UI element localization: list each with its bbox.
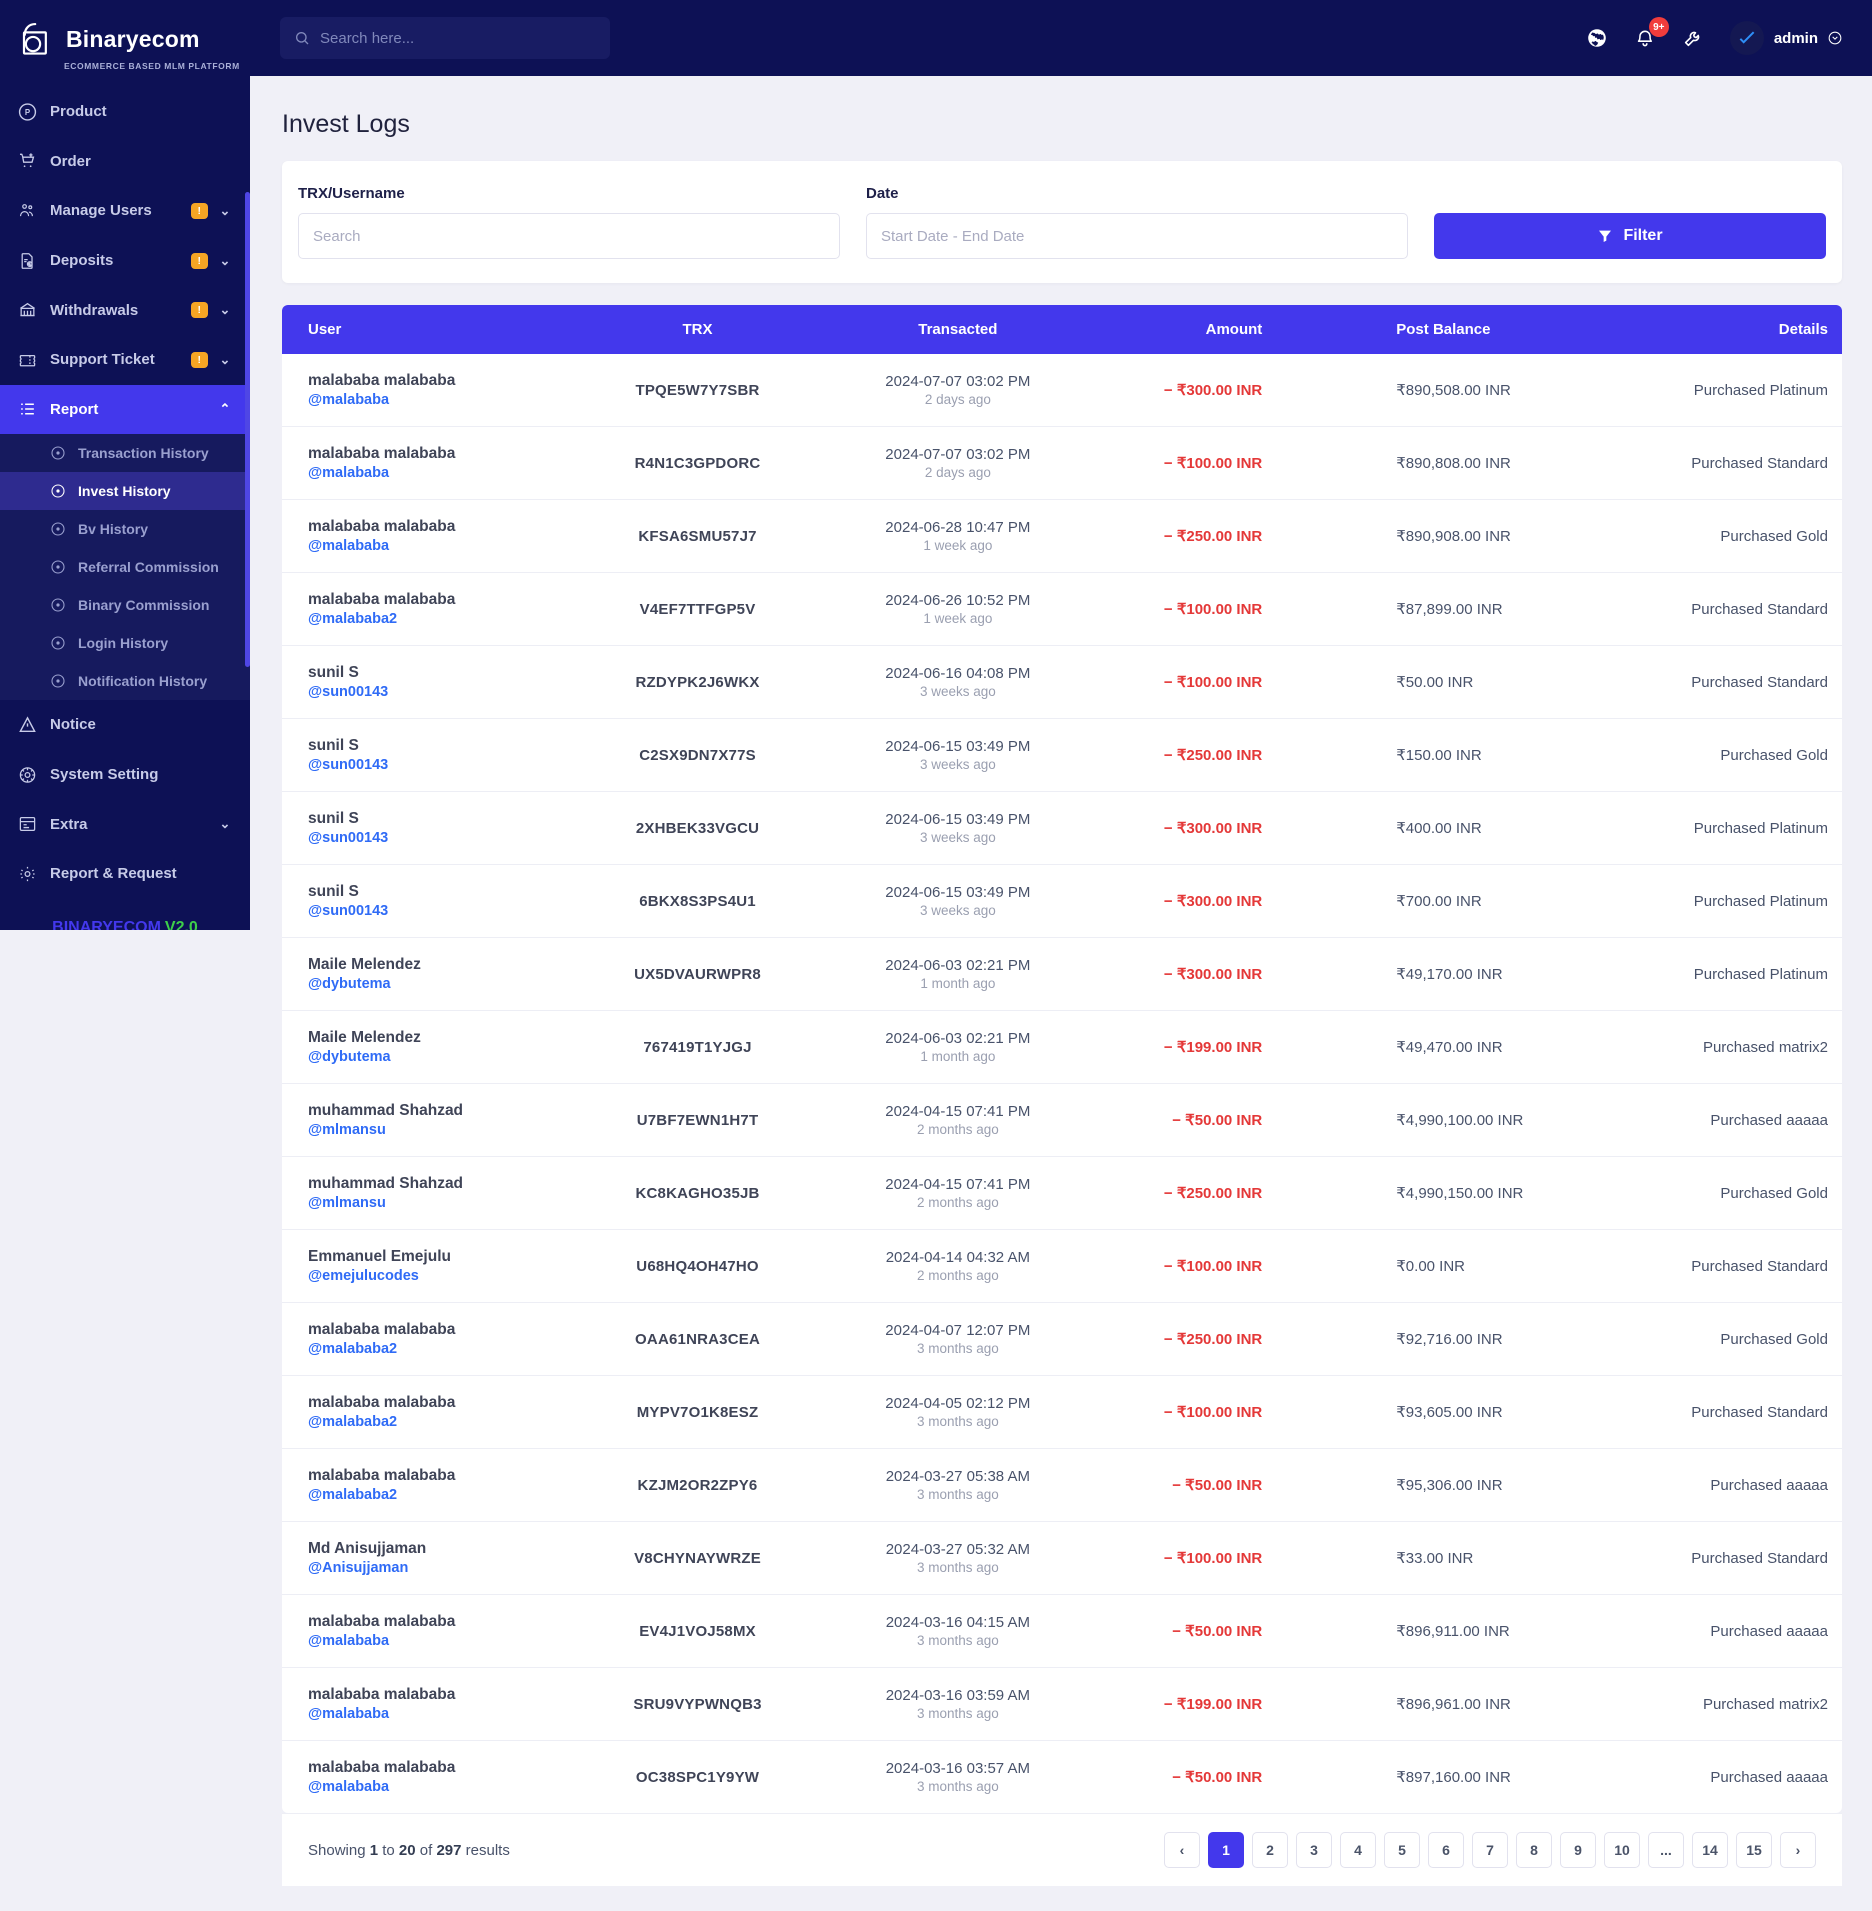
svg-text:P: P [25, 108, 30, 117]
